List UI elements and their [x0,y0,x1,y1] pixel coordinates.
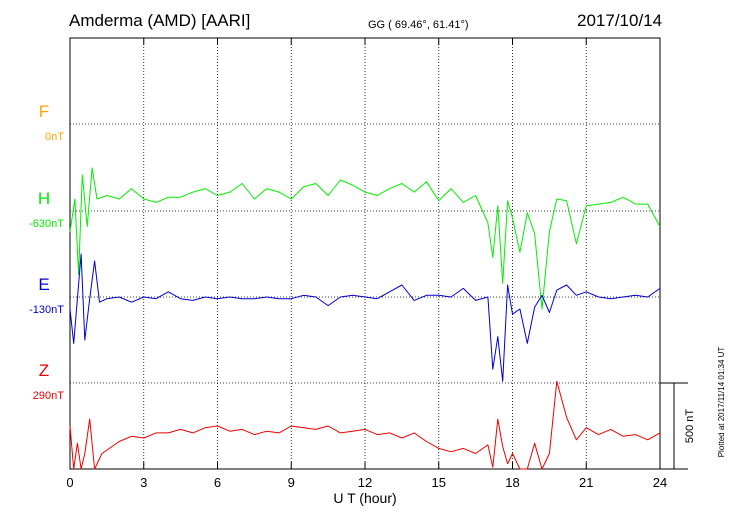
series-name-f: F [39,102,49,121]
x-tick-label: 21 [579,475,593,490]
series-baseline-h: -630nT [29,218,64,230]
x-tick-label: 9 [288,475,295,490]
chart-title: Amderma (AMD) [AARI] [69,11,250,30]
x-tick-label: 15 [432,475,446,490]
x-tick-label: 12 [358,475,372,490]
x-axis-ticks: 0 3 6 9 12 15 18 21 24 [66,38,667,490]
series-baseline-f: 0nT [45,131,64,143]
series-line-h [69,167,661,310]
x-tick-label: 24 [653,475,667,490]
series-baseline-e: -130nT [29,304,64,316]
scale-bar: 500 nT [660,382,696,470]
series-line-z [69,380,661,470]
series-baseline-z: 290nT [33,390,64,402]
station-coordinates: GG ( 69.46°, 61.41°) [368,19,469,31]
series-name-z: Z [39,361,49,380]
chart-date: 2017/10/14 [577,11,662,30]
series-name-h: H [38,189,50,208]
series-traces [69,167,661,470]
x-tick-label: 18 [505,475,519,490]
series-labels: F 0nT H -630nT E -130nT Z 290nT [29,102,64,402]
scale-bar-label: 500 nT [684,409,696,444]
x-tick-label: 0 [66,475,73,490]
grid-lines [70,38,660,469]
x-tick-label: 3 [140,475,147,490]
x-tick-label: 6 [214,475,221,490]
series-line-e [69,253,661,382]
x-axis-label: U T (hour) [333,490,396,506]
series-name-e: E [38,275,49,294]
plot-timestamp: Plotted at 2017/11/14 01:34 UT [717,347,726,458]
